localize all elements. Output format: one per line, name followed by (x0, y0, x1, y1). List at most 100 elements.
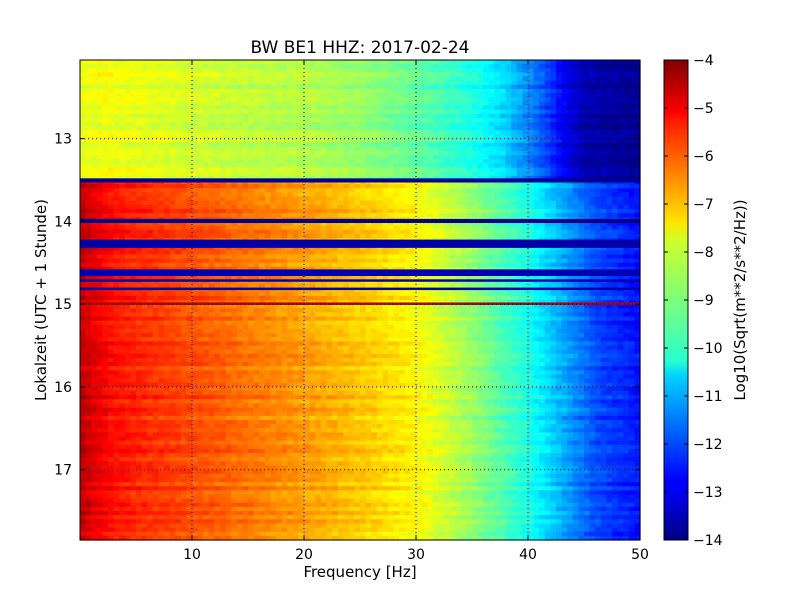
heatmap-cell (113, 262, 120, 268)
heatmap-cell (281, 221, 288, 227)
heatmap-cell (539, 192, 546, 198)
heatmap-cell (533, 213, 540, 218)
heatmap-cell (460, 138, 467, 144)
heatmap-cell (416, 105, 423, 111)
heatmap-cell (466, 225, 473, 231)
heatmap-cell (455, 225, 462, 231)
heatmap-cell (326, 138, 333, 144)
heatmap-cell (309, 184, 316, 189)
heatmap-cell (259, 97, 266, 102)
heatmap-cell (141, 246, 148, 251)
heatmap-cell (432, 155, 439, 160)
heatmap-cell (203, 64, 210, 69)
heatmap-cell (376, 60, 383, 65)
heatmap-cell (460, 254, 467, 260)
heatmap-cell (584, 208, 591, 214)
heatmap-cell (337, 196, 344, 202)
heatmap-cell (80, 117, 87, 123)
heatmap-cell (376, 188, 383, 194)
heatmap-cell (567, 105, 574, 111)
heatmap-cell (108, 117, 115, 123)
heatmap-cell (180, 76, 187, 82)
heatmap-cell (472, 167, 479, 173)
heatmap-cell (348, 213, 355, 218)
heatmap-cell (242, 88, 249, 94)
heatmap-cell (96, 126, 103, 131)
heatmap-cell (220, 233, 227, 239)
heatmap-cell (477, 80, 484, 86)
heatmap-cell (169, 208, 176, 214)
heatmap-cell (292, 76, 299, 82)
heatmap-cell (91, 225, 98, 231)
heatmap-cell (259, 200, 266, 206)
heatmap-cell (550, 109, 557, 115)
heatmap-cell (141, 196, 148, 202)
heatmap-cell (612, 84, 619, 90)
heatmap-cell (203, 76, 210, 82)
heatmap-cell (399, 68, 406, 74)
heatmap-cell (152, 204, 159, 210)
heatmap-cell (326, 68, 333, 74)
heatmap-cell (343, 196, 350, 202)
heatmap-cell (203, 60, 210, 65)
heatmap-cell (304, 64, 311, 69)
heatmap-cell (186, 68, 193, 74)
heatmap-cell (292, 80, 299, 86)
heatmap-cell (220, 213, 227, 218)
heatmap-cell (578, 76, 585, 82)
heatmap-cell (500, 122, 507, 127)
heatmap-cell (315, 213, 322, 218)
heatmap-cell (91, 142, 98, 148)
heatmap-cell (164, 246, 171, 251)
heatmap-cell (348, 171, 355, 177)
heatmap-cell (186, 262, 193, 268)
heatmap-cell (522, 122, 529, 127)
heatmap-cell (500, 184, 507, 189)
heatmap-cell (169, 76, 176, 82)
heatmap-cell (438, 130, 445, 136)
heatmap-cell (332, 246, 339, 251)
heatmap-cell (130, 262, 137, 268)
heatmap-cell (634, 163, 641, 169)
heatmap-cell (304, 101, 311, 107)
heatmap-cell (214, 138, 221, 144)
heatmap-cell (96, 200, 103, 206)
heatmap-cell (309, 151, 316, 156)
heatmap-cell (393, 88, 400, 94)
heatmap-cell (309, 159, 316, 165)
heatmap-cell (113, 142, 120, 148)
heatmap-cell (533, 208, 540, 214)
heatmap-cell (416, 208, 423, 214)
heatmap-cell (477, 60, 484, 65)
heatmap-cell (326, 155, 333, 160)
heatmap-cell (449, 184, 456, 189)
heatmap-cell (628, 155, 635, 160)
heatmap-cell (617, 159, 624, 165)
heatmap-cell (85, 130, 92, 136)
heatmap-cell (393, 184, 400, 189)
heatmap-cell (561, 122, 568, 127)
heatmap-cell (225, 208, 232, 214)
heatmap-cell (259, 72, 266, 78)
heatmap-cell (511, 221, 518, 227)
heatmap-cell (371, 250, 378, 256)
heatmap-cell (365, 68, 372, 74)
heatmap-cell (152, 175, 159, 181)
heatmap-cell (320, 204, 327, 210)
heatmap-cell (544, 225, 551, 231)
heatmap-cell (584, 163, 591, 169)
heatmap-cell (600, 184, 607, 189)
heatmap-cell (208, 175, 215, 181)
heatmap-cell (102, 262, 109, 268)
heatmap-cell (539, 204, 546, 210)
heatmap-cell (236, 151, 243, 156)
heatmap-cell (259, 188, 266, 194)
heatmap-cell (320, 88, 327, 94)
heatmap-cell (399, 76, 406, 82)
heatmap-cell (544, 146, 551, 152)
heatmap-cell (264, 184, 271, 189)
heatmap-cell (164, 233, 171, 239)
heatmap-cell (158, 88, 165, 94)
heatmap-cell (634, 208, 641, 214)
heatmap-cell (416, 262, 423, 268)
